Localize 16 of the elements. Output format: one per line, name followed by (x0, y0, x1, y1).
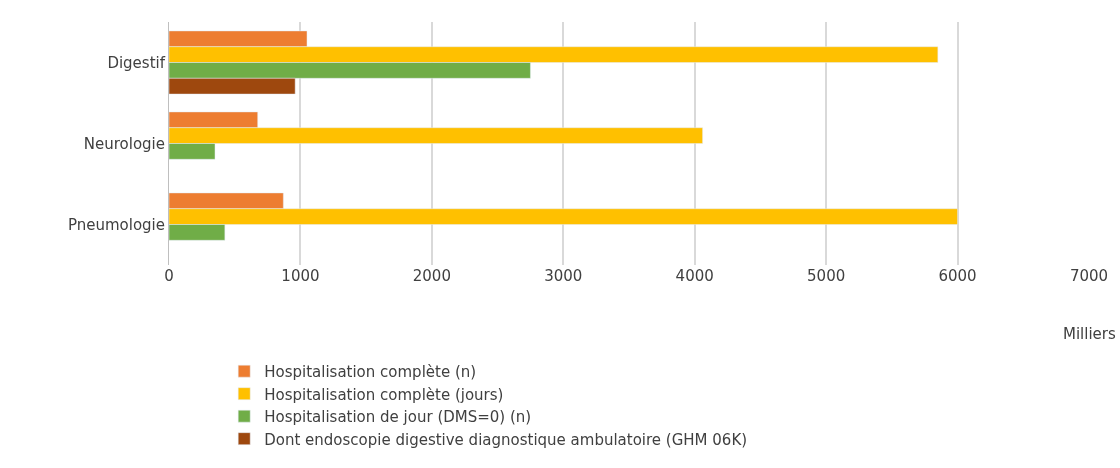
y-tick-label: Pneumologie (67, 215, 165, 234)
x-tick-label: 1000 (281, 267, 320, 285)
legend-label: Hospitalisation complète (n) (264, 363, 477, 382)
legend-label: Dont endoscopie digestive diagnostique ambulatoire (GHM 06K) (264, 430, 748, 449)
x-tick-label: 0 (164, 267, 174, 285)
x-tick-label: 6000 (938, 267, 977, 285)
x-tick-label: 2000 (412, 267, 451, 285)
y-tick-label: Neurologie (83, 134, 165, 153)
x-tick-label: 4000 (675, 267, 714, 285)
x-tick-label: 5000 (807, 267, 846, 285)
legend-label: Hospitalisation de jour (DMS=0) (n) (264, 408, 532, 427)
legend-label: Hospitalisation complète (jours) (264, 385, 504, 404)
x-axis-title: Milliers (1063, 325, 1117, 343)
y-tick-label: Digestif (107, 53, 166, 72)
x-tick-label: 3000 (544, 267, 583, 285)
x-tick-label: 7000 (1069, 267, 1109, 285)
